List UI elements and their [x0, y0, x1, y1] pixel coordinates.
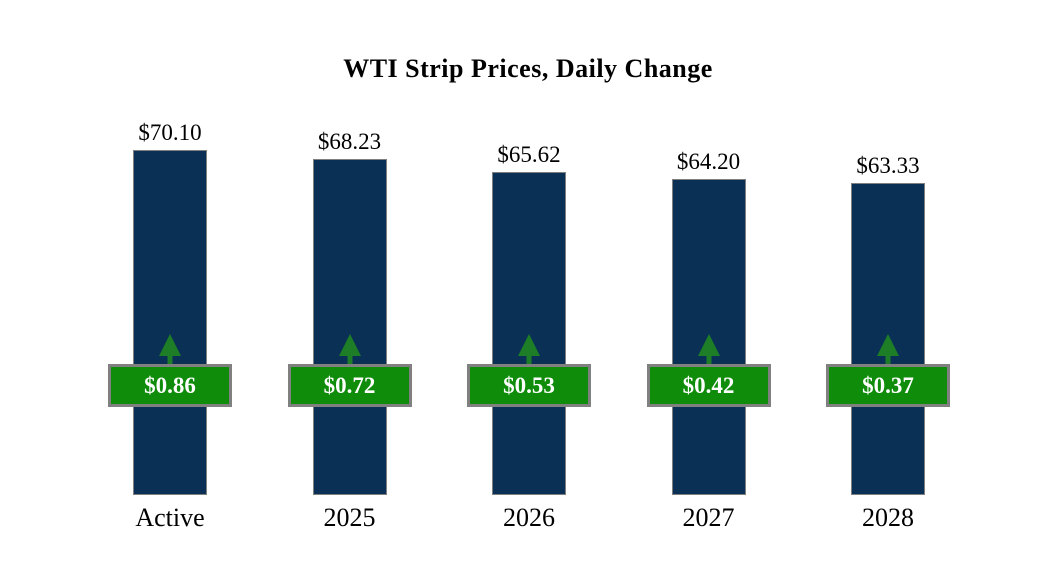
change-label: $0.37	[862, 372, 914, 398]
category-label-2028: 2028	[862, 503, 914, 532]
change-label: $0.53	[503, 372, 555, 398]
change-label: $0.86	[144, 372, 196, 398]
price-bar-2026	[492, 172, 566, 495]
change-badge: $0.72	[287, 364, 412, 407]
change-label: $0.72	[323, 372, 376, 398]
category-label-2026: 2026	[503, 503, 555, 532]
price-label: $70.10	[138, 120, 202, 145]
change-badge: $0.86	[108, 364, 232, 407]
change-badge: $0.42	[646, 364, 771, 407]
price-label: $68.23	[317, 129, 382, 154]
up-arrow-icon	[877, 334, 899, 364]
change-label: $0.42	[682, 372, 735, 398]
change-badge: $0.53	[467, 364, 591, 407]
price-bar-active	[133, 150, 207, 495]
category-label-2025: 2025	[323, 503, 376, 532]
up-arrow-icon	[159, 334, 181, 364]
price-label: $64.20	[676, 149, 741, 174]
price-bar-2025	[312, 159, 387, 495]
price-label: $65.62	[497, 142, 561, 167]
chart-title: WTI Strip Prices, Daily Change	[343, 54, 713, 83]
change-badge: $0.37	[826, 364, 950, 407]
category-label-2027: 2027	[682, 503, 735, 532]
up-arrow-icon	[697, 334, 720, 364]
category-label-active: Active	[135, 503, 205, 532]
up-arrow-icon	[338, 334, 361, 364]
up-arrow-icon	[518, 334, 540, 364]
price-label: $63.33	[856, 153, 920, 178]
